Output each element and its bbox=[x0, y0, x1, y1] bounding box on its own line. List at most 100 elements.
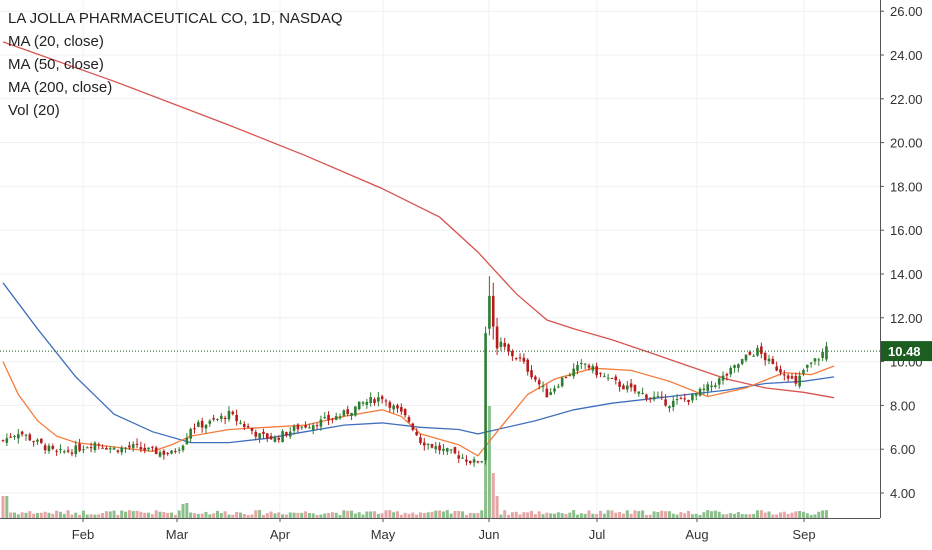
volume-bar bbox=[472, 513, 476, 518]
candle-body bbox=[304, 425, 307, 428]
candle-body bbox=[656, 396, 660, 398]
volume-bar bbox=[365, 511, 369, 518]
volume-bar bbox=[254, 510, 258, 518]
time-tick-label: May bbox=[371, 527, 396, 542]
candle-body bbox=[32, 441, 35, 443]
volume-bar bbox=[250, 514, 254, 518]
candle-body bbox=[729, 367, 732, 375]
volume-bar bbox=[706, 510, 710, 518]
volume-bar bbox=[62, 513, 66, 518]
volume-bar bbox=[775, 514, 779, 518]
volume-bar bbox=[47, 512, 51, 518]
volume-bar bbox=[579, 513, 583, 518]
candle-body bbox=[419, 437, 422, 444]
price-axis[interactable]: 4.006.008.0010.0012.0014.0016.0018.0020.… bbox=[880, 4, 923, 501]
volume-bar bbox=[644, 514, 648, 518]
volume-bar bbox=[530, 510, 534, 518]
price-tick-label: 16.00 bbox=[890, 223, 923, 238]
candle-body bbox=[748, 351, 752, 355]
candle-body bbox=[235, 414, 238, 422]
candle-body bbox=[671, 400, 675, 408]
volume-bar bbox=[215, 510, 219, 518]
volume-bar bbox=[576, 514, 579, 518]
volume-bar bbox=[434, 510, 438, 518]
candle-body bbox=[147, 447, 150, 450]
volume-bar bbox=[93, 514, 97, 518]
candle-body bbox=[411, 423, 415, 430]
volume-bar bbox=[514, 511, 518, 518]
candle-body bbox=[346, 409, 349, 414]
candle-body bbox=[534, 376, 537, 380]
candle-body bbox=[189, 428, 192, 439]
price-tick-label: 14.00 bbox=[890, 267, 923, 282]
candle-body bbox=[55, 450, 58, 452]
volume-bar bbox=[55, 510, 59, 518]
candle-body bbox=[361, 402, 365, 404]
candle-body bbox=[725, 373, 729, 376]
candle-body bbox=[74, 445, 78, 455]
volume-bar bbox=[334, 512, 338, 518]
volume-bar bbox=[311, 513, 315, 518]
indicator-ma20[interactable]: MA (20, close) bbox=[8, 33, 104, 50]
time-axis[interactable]: Feb Mar Apr May Jun Jul Aug Sep bbox=[72, 518, 816, 542]
volume-bar bbox=[74, 512, 78, 518]
candle-body bbox=[105, 447, 108, 450]
candle-body bbox=[737, 364, 740, 368]
candle-body bbox=[62, 451, 66, 453]
volume-bar bbox=[560, 513, 564, 518]
volume-bar bbox=[499, 514, 503, 518]
candle-body bbox=[220, 415, 223, 419]
time-tick-label: Jun bbox=[479, 527, 500, 542]
volume-bar bbox=[304, 511, 308, 518]
candle-body bbox=[648, 397, 652, 399]
candle-body bbox=[377, 397, 380, 402]
candle-body bbox=[714, 385, 717, 387]
volume-bar bbox=[112, 510, 116, 518]
volume-bar bbox=[449, 513, 453, 518]
candle-body bbox=[641, 392, 644, 394]
volume-bar bbox=[798, 511, 802, 518]
candle-body bbox=[465, 459, 468, 462]
volume-bar bbox=[767, 511, 771, 518]
volume-bar bbox=[484, 448, 488, 518]
volume-bar bbox=[637, 511, 641, 518]
volume-bar bbox=[491, 473, 495, 518]
candle-body bbox=[281, 431, 284, 443]
indicator-volume[interactable]: Vol (20) bbox=[8, 102, 60, 119]
candle-body bbox=[158, 452, 162, 457]
candle-body bbox=[392, 405, 395, 410]
volume-bar bbox=[193, 513, 196, 518]
candle-body bbox=[813, 358, 817, 362]
volume-bar bbox=[158, 511, 162, 518]
volume-bar bbox=[786, 514, 790, 518]
volume-bar bbox=[748, 514, 752, 518]
candle-body bbox=[572, 368, 575, 377]
volume-bar bbox=[124, 511, 128, 518]
volume-bar bbox=[480, 510, 484, 518]
volume-bar bbox=[598, 510, 602, 518]
candle-body bbox=[51, 445, 55, 449]
volume-bar bbox=[595, 514, 599, 518]
volume-bar bbox=[154, 510, 158, 518]
volume-bar bbox=[476, 513, 480, 518]
volume-bar bbox=[407, 513, 411, 518]
indicator-ma200[interactable]: MA (200, close) bbox=[8, 79, 113, 96]
candle-body bbox=[43, 445, 47, 451]
volume-bar bbox=[633, 510, 637, 518]
volume-bar bbox=[315, 514, 319, 518]
volume-bar bbox=[629, 513, 633, 518]
time-tick-label: Mar bbox=[166, 527, 189, 542]
chart-title: LA JOLLA PHARMACEUTICAL CO, 1D, NASDAQ bbox=[8, 10, 343, 27]
candle-body bbox=[537, 380, 541, 385]
volume-bar bbox=[196, 513, 200, 518]
candle-body bbox=[273, 436, 277, 442]
candle-body bbox=[476, 461, 480, 463]
candle-body bbox=[262, 431, 265, 434]
candle-body bbox=[154, 447, 158, 455]
volume-bar bbox=[135, 510, 139, 518]
candle-body bbox=[733, 365, 736, 368]
indicator-ma50[interactable]: MA (50, close) bbox=[8, 56, 104, 73]
volume-bar bbox=[430, 511, 434, 518]
volume-bar bbox=[20, 512, 24, 518]
